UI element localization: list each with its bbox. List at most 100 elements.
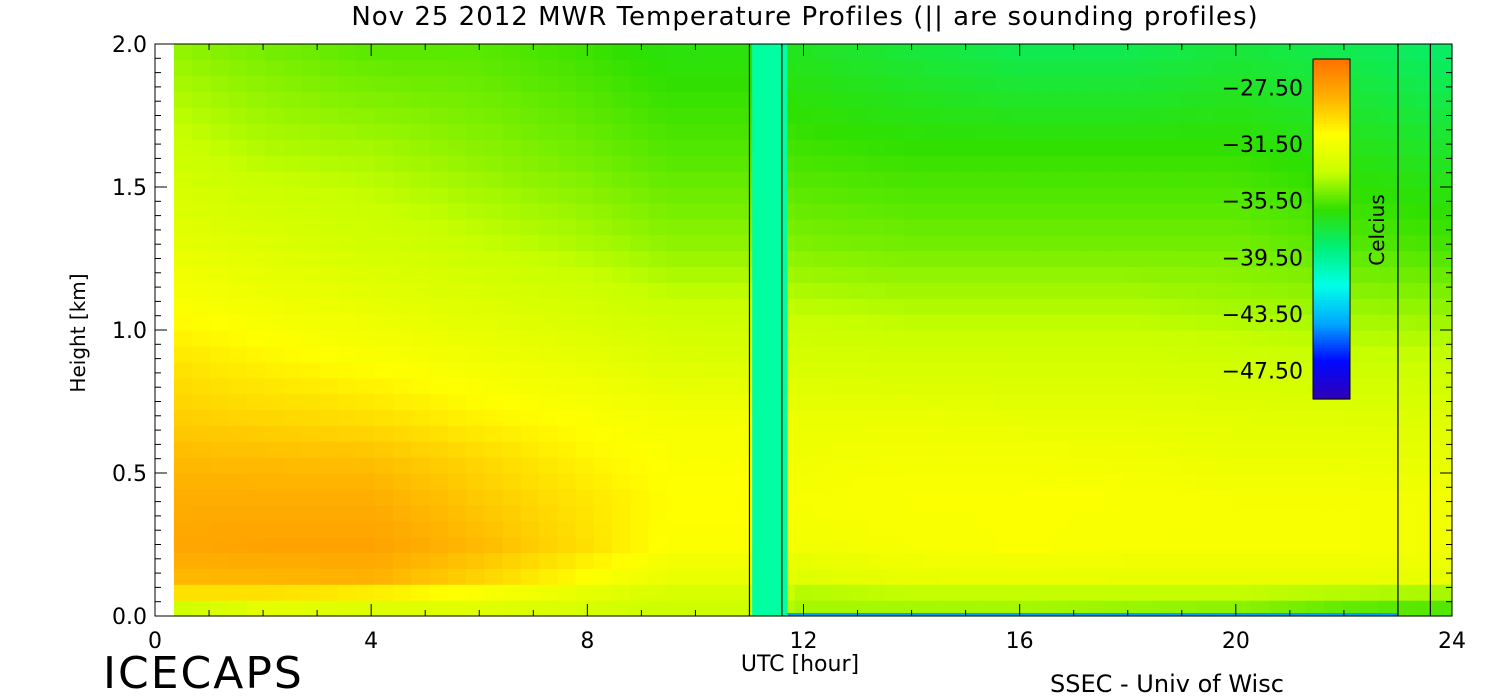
heatmap-cell (192, 536, 212, 554)
heatmap-cell (1232, 584, 1252, 601)
heatmap-cell (995, 91, 1015, 109)
heatmap-cell (612, 123, 631, 140)
heatmap-cell (867, 250, 887, 268)
heatmap-cell (1032, 44, 1051, 61)
heatmap-cell (1251, 107, 1271, 125)
heatmap-cell (1397, 441, 1417, 458)
heatmap-cell (1141, 91, 1161, 109)
heatmap-cell (1086, 314, 1106, 331)
heatmap-cell (593, 488, 613, 506)
heatmap-cell (1032, 218, 1051, 236)
heatmap-cell (940, 457, 960, 474)
heatmap-cell (557, 187, 577, 204)
heatmap-cell (539, 123, 558, 140)
heatmap-cell (356, 473, 376, 490)
heatmap-cell (685, 600, 705, 617)
heatmap-cell (1068, 488, 1088, 506)
y-tick-label: 2.0 (112, 33, 147, 58)
heatmap-cell (1415, 520, 1435, 538)
heatmap-cell (940, 155, 960, 172)
heatmap-cell (1032, 584, 1051, 601)
heatmap-cell (1305, 409, 1325, 426)
heatmap-cell (1232, 377, 1252, 395)
heatmap-cell (1397, 202, 1417, 220)
heatmap-cell (1068, 457, 1088, 474)
heatmap-cell (703, 504, 723, 522)
heatmap-cell (959, 457, 978, 474)
heatmap-cell (1013, 457, 1033, 474)
heatmap-cell (338, 361, 358, 379)
heatmap-cell (1378, 584, 1398, 601)
colorbar-segment (1313, 240, 1350, 244)
heatmap-cell (283, 59, 303, 77)
heatmap-cell (1032, 234, 1051, 252)
heatmap-cell (648, 457, 668, 474)
heatmap-cell (1159, 91, 1179, 109)
heatmap-cell (666, 330, 686, 347)
heatmap-cell (867, 409, 887, 426)
heatmap-cell (1032, 600, 1051, 617)
heatmap-cell (173, 314, 193, 331)
heatmap-cell (265, 552, 285, 569)
heatmap-cell (1378, 298, 1398, 315)
heatmap-cell (1214, 107, 1234, 125)
heatmap-cell (1123, 377, 1143, 395)
heatmap-cell (630, 504, 650, 522)
heatmap-cell (429, 155, 449, 172)
heatmap-cell (703, 425, 723, 442)
colorbar-segment (1313, 322, 1350, 326)
heatmap-cell (977, 75, 997, 93)
heatmap-cell (1232, 139, 1252, 156)
heatmap-cell (1141, 282, 1161, 299)
heatmap-cell (849, 330, 869, 347)
heatmap-cell (685, 282, 705, 299)
colorbar-segment (1313, 294, 1350, 298)
heatmap-cell (1324, 488, 1344, 506)
colorbar-segment (1313, 291, 1350, 295)
heatmap-cell (685, 155, 705, 172)
heatmap-cell (447, 44, 467, 61)
heatmap-cell (1397, 75, 1417, 93)
heatmap-cell (1013, 250, 1033, 268)
heatmap-cell (539, 44, 558, 61)
heatmap-cell (1105, 568, 1124, 585)
heatmap-cell (1105, 330, 1124, 347)
heatmap-cell (1032, 377, 1051, 395)
heatmap-cell (1269, 266, 1289, 283)
heatmap-cell (1214, 488, 1234, 506)
heatmap-cell (1159, 552, 1179, 569)
heatmap-cell (885, 600, 905, 617)
heatmap-cell (319, 600, 339, 617)
heatmap-cell (429, 536, 449, 554)
heatmap-cell (831, 473, 851, 490)
heatmap-cell (447, 282, 467, 299)
heatmap-cell (977, 139, 997, 156)
heatmap-cell (721, 123, 741, 140)
heatmap-cell (1287, 425, 1307, 442)
heatmap-cell (977, 409, 997, 426)
heatmap-cell (849, 377, 869, 395)
heatmap-cell (557, 202, 577, 220)
heatmap-cell (1086, 457, 1106, 474)
heatmap-cell (1397, 91, 1417, 109)
heatmap-cell (356, 139, 376, 156)
heatmap-cell (1378, 393, 1398, 411)
heatmap-cell (977, 457, 997, 474)
heatmap-cell (922, 171, 942, 188)
heatmap-cell (338, 107, 358, 125)
heatmap-cell (1141, 520, 1161, 538)
heatmap-cell (539, 457, 558, 474)
heatmap-cell (283, 218, 303, 236)
heatmap-cell (447, 298, 467, 315)
heatmap-cell (812, 59, 832, 77)
heatmap-cell (1013, 314, 1033, 331)
heatmap-cell (557, 266, 577, 283)
heatmap-cell (849, 409, 869, 426)
heatmap-cell (1141, 59, 1161, 77)
heatmap-cell (959, 202, 978, 220)
heatmap-cell (1251, 234, 1271, 252)
heatmap-cell (703, 155, 723, 172)
heatmap-cell (1232, 393, 1252, 411)
heatmap-cell (721, 552, 741, 569)
heatmap-cell (246, 425, 266, 442)
